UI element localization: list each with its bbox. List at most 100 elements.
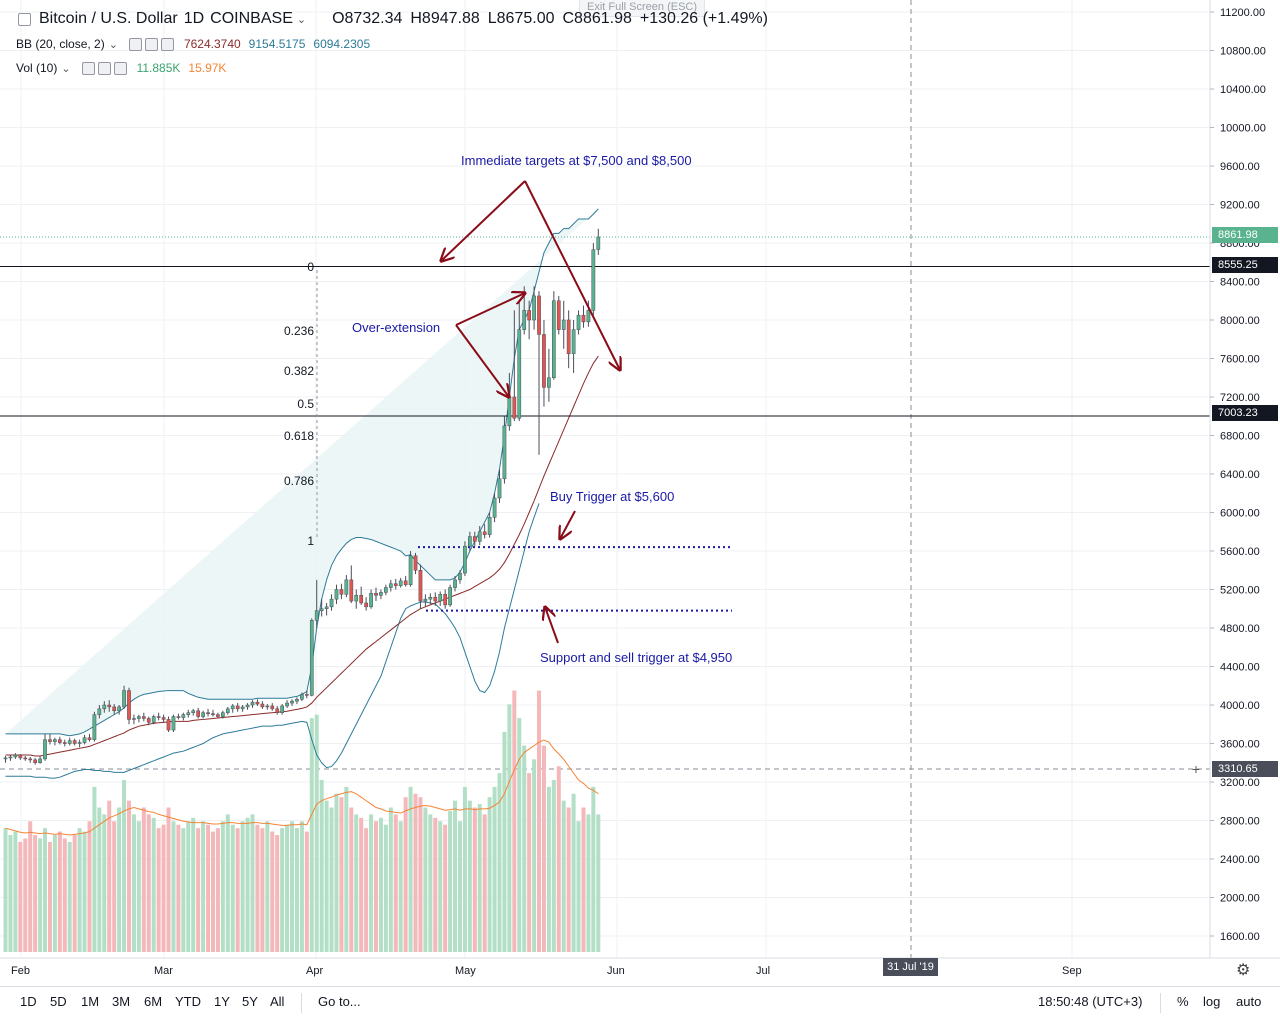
candle — [201, 710, 205, 719]
candle-body — [48, 739, 52, 742]
timeframe-5d[interactable]: 5D — [50, 994, 67, 1009]
candle — [216, 712, 220, 719]
candle — [196, 707, 201, 719]
candle-body — [393, 583, 398, 586]
candle-body — [196, 710, 201, 717]
buy-trigger-arrow — [560, 510, 576, 539]
exit-fullscreen-button[interactable]: Exit Full Screen (ESC) — [579, 0, 705, 17]
bb-basis-value: 7624.3740 — [183, 37, 241, 51]
gear-icon[interactable]: ⚙ — [1236, 962, 1251, 979]
volume-bar — [532, 759, 537, 952]
close-icon[interactable] — [160, 37, 174, 51]
price-tick-label: 6000.00 — [1220, 508, 1260, 520]
timeframe-1d[interactable]: 1D — [20, 994, 37, 1009]
volume-bar — [47, 841, 52, 952]
bb-label[interactable]: BB (20, close, 2) — [16, 37, 105, 51]
timeframe-3m[interactable]: 3M — [112, 994, 131, 1009]
horizontal-levels — [0, 236, 1210, 612]
exchange-label[interactable]: COINBASE — [210, 10, 293, 27]
log-toggle[interactable]: log — [1203, 994, 1221, 1009]
symbol-title[interactable]: Bitcoin / U.S. Dollar — [39, 10, 178, 27]
candle-body — [532, 295, 536, 321]
volume-bar — [512, 690, 517, 952]
volume-bar — [497, 773, 502, 952]
candle-body — [117, 706, 121, 712]
fib-level-0618: 0.618 — [284, 429, 314, 443]
collapse-icon[interactable] — [18, 12, 31, 26]
volume-bar — [339, 797, 344, 952]
candle-body — [349, 579, 354, 602]
last-price-label: 8861.98 — [1212, 227, 1278, 243]
candle-body — [448, 587, 452, 606]
legend-bb-row: BB (20, close, 2) ⌄ 7624.3740 9154.5175 … — [16, 37, 370, 51]
goto-button[interactable]: Go to... — [318, 994, 361, 1009]
candle-body — [250, 701, 255, 706]
volume-bar — [250, 814, 255, 952]
timeframe-5y[interactable]: 5Y — [242, 994, 258, 1009]
price-tick-label: 1600.00 — [1220, 931, 1260, 943]
timeframe-ytd[interactable]: YTD — [175, 994, 201, 1009]
candle-body — [87, 737, 92, 740]
volume-bar — [215, 828, 220, 952]
candle-body — [201, 712, 205, 717]
volume-bar — [457, 821, 462, 952]
candle-body — [28, 758, 33, 761]
candle-body — [443, 594, 448, 606]
candle-body — [186, 712, 191, 715]
auto-toggle[interactable]: auto — [1236, 994, 1262, 1009]
candle — [92, 711, 97, 742]
percent-toggle[interactable]: % — [1177, 994, 1189, 1009]
candle — [33, 757, 37, 765]
time-tick-label: Sep — [1062, 965, 1082, 977]
chevron-down-icon[interactable]: ⌄ — [296, 13, 307, 26]
eye-icon[interactable] — [128, 37, 142, 51]
price-axis[interactable]: 11200.00 10800.00 10400.00 10000.00 9600.00 9… — [1209, 0, 1280, 958]
candle-body — [571, 329, 576, 354]
candle — [82, 734, 87, 745]
price-tick-label: 10800.00 — [1220, 46, 1266, 58]
vol-label[interactable]: Vol (10) — [16, 61, 58, 75]
close-icon[interactable] — [113, 61, 127, 75]
eye-icon[interactable] — [81, 61, 95, 75]
volume-bar — [413, 793, 418, 952]
timeframe-1m[interactable]: 1M — [81, 994, 100, 1009]
price-tick-label: 2000.00 — [1220, 893, 1260, 905]
candle-body — [527, 310, 531, 321]
timeframe-1y[interactable]: 1Y — [214, 994, 230, 1009]
chevron-down-icon[interactable]: ⌄ — [108, 38, 118, 51]
candle-body — [141, 716, 146, 719]
candle — [388, 579, 393, 592]
overextension-arrow-up — [455, 293, 525, 326]
volume-bar — [527, 773, 532, 952]
gear-icon[interactable] — [97, 61, 111, 75]
candle — [512, 310, 517, 422]
candle — [87, 733, 92, 742]
candle-body — [216, 714, 220, 717]
time-axis[interactable]: Feb Mar Apr May Jun Jul Sep — [0, 957, 1280, 986]
volume-bar — [359, 817, 364, 952]
candle — [453, 576, 457, 592]
gear-icon[interactable] — [144, 37, 158, 51]
target-arrow-left — [441, 180, 526, 261]
volume-bar — [364, 828, 369, 952]
candle — [255, 699, 260, 706]
candle — [576, 310, 581, 335]
clock[interactable]: 18:50:48 (UTC+3) — [1038, 994, 1143, 1009]
price-tick-label: 8000.00 — [1220, 315, 1260, 327]
interval-label[interactable]: 1D — [183, 10, 205, 27]
timeframe-6m[interactable]: 6M — [144, 994, 163, 1009]
candle — [359, 586, 364, 605]
candle — [28, 756, 33, 763]
candle — [329, 594, 334, 611]
volume-bar — [260, 828, 265, 952]
timeframe-all[interactable]: All — [270, 994, 285, 1009]
volume-bar — [38, 838, 43, 952]
volume-bar — [541, 745, 546, 952]
chevron-down-icon[interactable]: ⌄ — [61, 62, 71, 75]
price-tick-label: 3200.00 — [1220, 777, 1260, 789]
volume-bar — [18, 841, 23, 952]
volume-bar — [487, 797, 492, 952]
candle — [23, 756, 28, 761]
candle-body — [221, 712, 225, 717]
